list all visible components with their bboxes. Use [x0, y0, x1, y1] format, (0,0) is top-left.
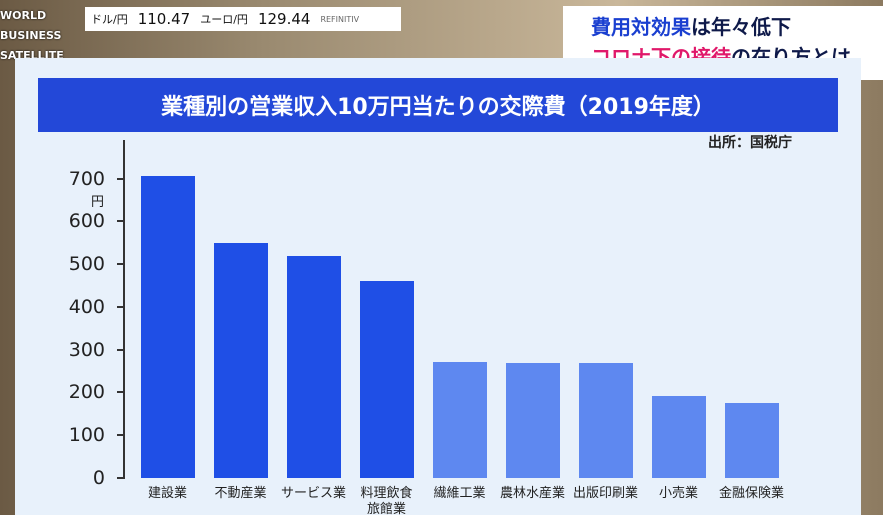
ticker-label: ユーロ/円 — [200, 13, 248, 26]
bar — [213, 242, 268, 478]
bar — [578, 362, 633, 478]
bar — [724, 402, 779, 478]
y-tick — [117, 434, 125, 437]
x-tick-label: 不動産業 — [214, 486, 267, 501]
bar — [505, 362, 560, 478]
source-note: 出所：国税庁 — [708, 135, 792, 151]
bar — [140, 176, 195, 478]
x-tick-label: 料理飲食旅館業 — [360, 486, 413, 515]
y-tick — [117, 477, 125, 479]
bar — [359, 280, 414, 478]
y-tick — [117, 263, 125, 266]
y-tick-label: 200 — [68, 381, 105, 404]
y-tick — [117, 305, 125, 308]
x-tick-label: 建設業 — [147, 486, 187, 501]
bar — [286, 255, 341, 478]
y-tick-label: 600 — [68, 210, 105, 233]
y-axis — [123, 140, 125, 478]
y-tick — [117, 391, 125, 394]
x-tick-label: 農林水産業 — [499, 486, 565, 501]
y-unit: 円 — [91, 194, 105, 210]
x-tick-label: サービス業 — [280, 486, 346, 501]
ticker-value: 110.47 — [137, 10, 191, 28]
bar — [651, 395, 706, 478]
x-tick-label: 金融保険業 — [718, 486, 784, 501]
headline-line: 費用対効果は年々低下 — [591, 12, 883, 42]
y-tick — [117, 220, 125, 223]
x-tick-label: 繊維工業 — [433, 486, 486, 501]
headline-text: 費用対効果 — [591, 15, 691, 39]
chart-title: 業種別の営業収入10万円当たりの交際費（2019年度） — [38, 78, 838, 132]
x-tick-label: 小売業 — [658, 486, 698, 501]
ticker: ドル/円 110.47 ユーロ/円 129.44 REFINITIV — [85, 7, 401, 31]
y-tick-label: 100 — [68, 424, 105, 447]
y-tick-label: 500 — [68, 253, 105, 276]
headline-text: は年々低下 — [691, 15, 791, 39]
y-tick-label: 0 — [92, 467, 105, 489]
logo-line: WORLD — [0, 9, 47, 22]
y-tick — [117, 348, 125, 351]
y-tick-label: 300 — [68, 338, 105, 361]
bar — [432, 361, 487, 478]
ticker-label: ドル/円 — [91, 13, 128, 26]
y-tick — [117, 177, 125, 180]
ticker-source: REFINITIV — [320, 14, 360, 24]
logo-line: BUSINESS — [0, 29, 62, 42]
x-tick-label: 出版印刷業 — [572, 486, 638, 501]
y-tick-label: 400 — [68, 295, 105, 318]
ticker-value: 129.44 — [257, 10, 311, 28]
y-tick-label: 700 — [68, 167, 105, 190]
